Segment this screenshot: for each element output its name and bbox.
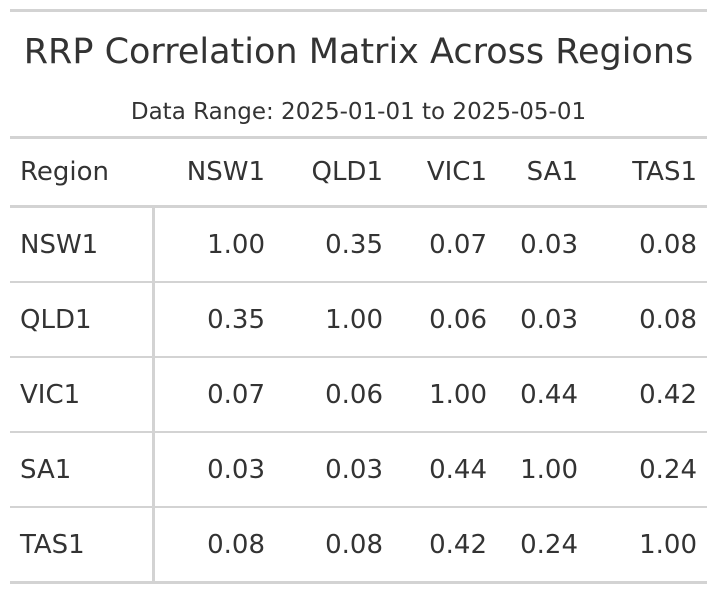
table-cell: 1.00	[497, 432, 588, 508]
table-row: TAS1 0.08 0.08 0.42 0.24 1.00	[10, 507, 707, 584]
column-header-nsw1: NSW1	[153, 139, 275, 208]
table-cell: 1.00	[275, 282, 393, 358]
table-cell: 1.00	[393, 357, 497, 433]
column-header-tas1: TAS1	[588, 139, 707, 208]
column-header-sa1: SA1	[497, 139, 588, 208]
table-cell: 0.03	[497, 282, 588, 358]
table-row: NSW1 1.00 0.35 0.07 0.03 0.08	[10, 206, 707, 283]
correlation-table-container: RRP Correlation Matrix Across Regions Da…	[10, 9, 707, 584]
heading-border	[10, 136, 707, 139]
table-cell: 0.07	[153, 357, 275, 433]
stub-header: Region	[10, 139, 153, 208]
table-cell: 0.08	[275, 507, 393, 584]
column-header-vic1: VIC1	[393, 139, 497, 208]
table-cell: 0.35	[275, 206, 393, 283]
table-title: RRP Correlation Matrix Across Regions	[23, 32, 694, 72]
top-border	[10, 9, 707, 12]
table-cell: 0.42	[588, 357, 707, 433]
table-cell: 0.03	[497, 206, 588, 283]
table-cell: 0.08	[153, 507, 275, 584]
table-row: QLD1 0.35 1.00 0.06 0.03 0.08	[10, 282, 707, 358]
table-cell: 0.35	[153, 282, 275, 358]
table-cell: 0.08	[588, 282, 707, 358]
table-cell: 0.08	[588, 206, 707, 283]
table-cell: 0.06	[393, 282, 497, 358]
table-cell: 0.06	[275, 357, 393, 433]
row-label: VIC1	[10, 357, 155, 433]
table-cell: 0.24	[497, 507, 588, 584]
table-cell: 0.44	[393, 432, 497, 508]
table-cell: 0.03	[275, 432, 393, 508]
table-subtitle: Data Range: 2025-01-01 to 2025-05-01	[130, 99, 587, 125]
column-header-qld1: QLD1	[275, 139, 393, 208]
table-cell: 0.42	[393, 507, 497, 584]
correlation-matrix-table: Region NSW1 QLD1 VIC1 SA1 TAS1 NSW1 1.00…	[10, 139, 707, 584]
table-cell: 1.00	[588, 507, 707, 584]
table-cell: 1.00	[153, 206, 275, 283]
table-cell: 0.03	[153, 432, 275, 508]
row-label: SA1	[10, 432, 155, 508]
table-cell: 0.44	[497, 357, 588, 433]
table-row: SA1 0.03 0.03 0.44 1.00 0.24	[10, 432, 707, 508]
table-cell: 0.07	[393, 206, 497, 283]
row-label: QLD1	[10, 282, 155, 358]
table-row: VIC1 0.07 0.06 1.00 0.44 0.42	[10, 357, 707, 433]
row-label: TAS1	[10, 507, 155, 584]
header-row: Region NSW1 QLD1 VIC1 SA1 TAS1	[10, 139, 707, 208]
row-label: NSW1	[10, 206, 155, 283]
table-cell: 0.24	[588, 432, 707, 508]
